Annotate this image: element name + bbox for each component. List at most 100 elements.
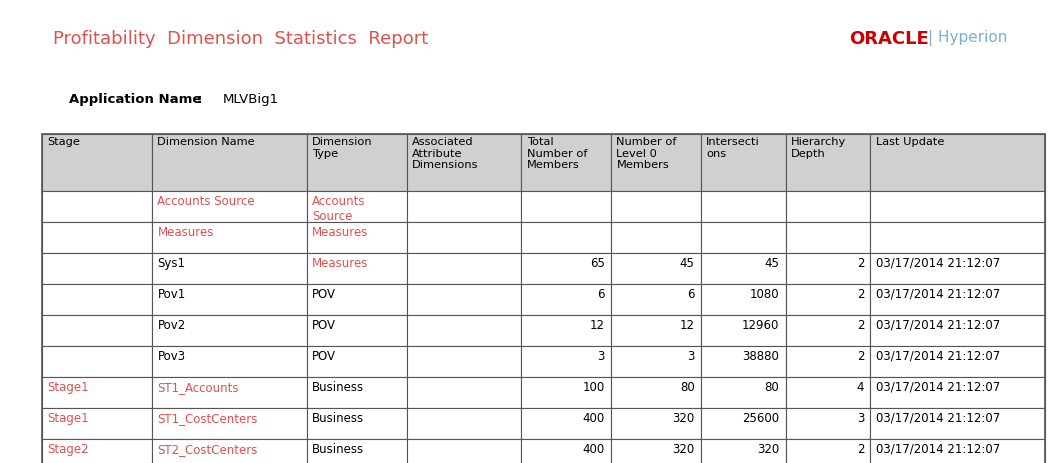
Bar (611, 253, 701, 284)
Bar (42, 191, 152, 222)
Bar (307, 377, 406, 408)
Bar (701, 439, 786, 463)
Bar (870, 346, 1045, 377)
Text: Last Update: Last Update (875, 137, 944, 147)
Text: 12: 12 (679, 319, 695, 332)
Bar (870, 284, 1045, 315)
Bar (42, 284, 152, 315)
Text: Measures: Measures (312, 225, 368, 238)
Bar (786, 408, 870, 439)
Bar (521, 191, 611, 222)
Bar (611, 408, 701, 439)
Text: 12960: 12960 (742, 319, 780, 332)
Text: POV: POV (312, 288, 336, 300)
Bar (611, 315, 701, 346)
Bar (152, 284, 307, 315)
Text: 6: 6 (688, 288, 695, 300)
Bar (521, 315, 611, 346)
Text: Measures: Measures (312, 257, 368, 269)
Bar (701, 253, 786, 284)
Text: Business: Business (312, 381, 364, 394)
Bar (42, 134, 1045, 463)
Text: 03/17/2014 21:12:07: 03/17/2014 21:12:07 (875, 288, 1001, 300)
Bar (786, 346, 870, 377)
Bar (870, 315, 1045, 346)
Bar (152, 191, 307, 222)
Text: 12: 12 (590, 319, 605, 332)
Bar (406, 408, 521, 439)
Text: Accounts Source: Accounts Source (157, 194, 255, 207)
Text: Profitability  Dimension  Statistics  Report: Profitability Dimension Statistics Repor… (53, 30, 429, 48)
Text: Accounts
Source: Accounts Source (312, 194, 366, 223)
Text: 38880: 38880 (743, 350, 780, 363)
Bar (870, 191, 1045, 222)
Text: Application Name: Application Name (69, 94, 202, 106)
Text: ST1_Accounts: ST1_Accounts (157, 381, 239, 394)
Text: 3: 3 (597, 350, 605, 363)
Bar (611, 377, 701, 408)
Text: 1080: 1080 (750, 288, 780, 300)
Text: Measures: Measures (157, 225, 214, 238)
Text: 4: 4 (856, 381, 864, 394)
Text: Stage2: Stage2 (48, 443, 89, 456)
Bar (42, 377, 152, 408)
Bar (152, 315, 307, 346)
Text: ST1_CostCenters: ST1_CostCenters (157, 412, 258, 425)
Text: 2: 2 (856, 319, 864, 332)
Bar (521, 346, 611, 377)
Text: 03/17/2014 21:12:07: 03/17/2014 21:12:07 (875, 381, 1001, 394)
Text: 80: 80 (765, 381, 780, 394)
Text: 03/17/2014 21:12:07: 03/17/2014 21:12:07 (875, 412, 1001, 425)
Bar (701, 408, 786, 439)
Bar (307, 134, 406, 191)
Bar (701, 284, 786, 315)
Bar (870, 134, 1045, 191)
Text: 3: 3 (688, 350, 695, 363)
Text: Pov3: Pov3 (157, 350, 186, 363)
Bar (786, 315, 870, 346)
Text: Pov1: Pov1 (157, 288, 186, 300)
Bar (611, 284, 701, 315)
Text: 2: 2 (856, 257, 864, 269)
Text: 320: 320 (673, 412, 695, 425)
Bar (521, 408, 611, 439)
Bar (42, 134, 152, 191)
Text: POV: POV (312, 319, 336, 332)
Bar (521, 134, 611, 191)
Bar (307, 346, 406, 377)
Text: | Hyperion: | Hyperion (928, 30, 1008, 46)
Bar (611, 346, 701, 377)
Bar (521, 284, 611, 315)
Text: Pov2: Pov2 (157, 319, 186, 332)
Bar (406, 253, 521, 284)
Bar (152, 253, 307, 284)
Bar (611, 191, 701, 222)
Bar (786, 253, 870, 284)
Text: 45: 45 (680, 257, 695, 269)
Text: Total
Number of
Members: Total Number of Members (526, 137, 587, 170)
Text: 45: 45 (765, 257, 780, 269)
Bar (406, 315, 521, 346)
Bar (42, 439, 152, 463)
Text: 100: 100 (582, 381, 605, 394)
Text: 320: 320 (673, 443, 695, 456)
Text: 400: 400 (582, 443, 605, 456)
Text: Stage1: Stage1 (48, 381, 89, 394)
Text: Business: Business (312, 443, 364, 456)
Text: 2: 2 (856, 350, 864, 363)
Bar (406, 222, 521, 253)
Text: Number of
Level 0
Members: Number of Level 0 Members (616, 137, 677, 170)
Bar (152, 377, 307, 408)
Bar (406, 439, 521, 463)
Bar (611, 439, 701, 463)
Bar (307, 253, 406, 284)
Bar (152, 346, 307, 377)
Text: 320: 320 (758, 443, 780, 456)
Bar (786, 377, 870, 408)
Bar (786, 222, 870, 253)
Bar (786, 284, 870, 315)
Text: Intersecti
ons: Intersecti ons (707, 137, 760, 159)
Bar (701, 346, 786, 377)
Bar (307, 315, 406, 346)
Text: Hierarchy
Depth: Hierarchy Depth (792, 137, 847, 159)
